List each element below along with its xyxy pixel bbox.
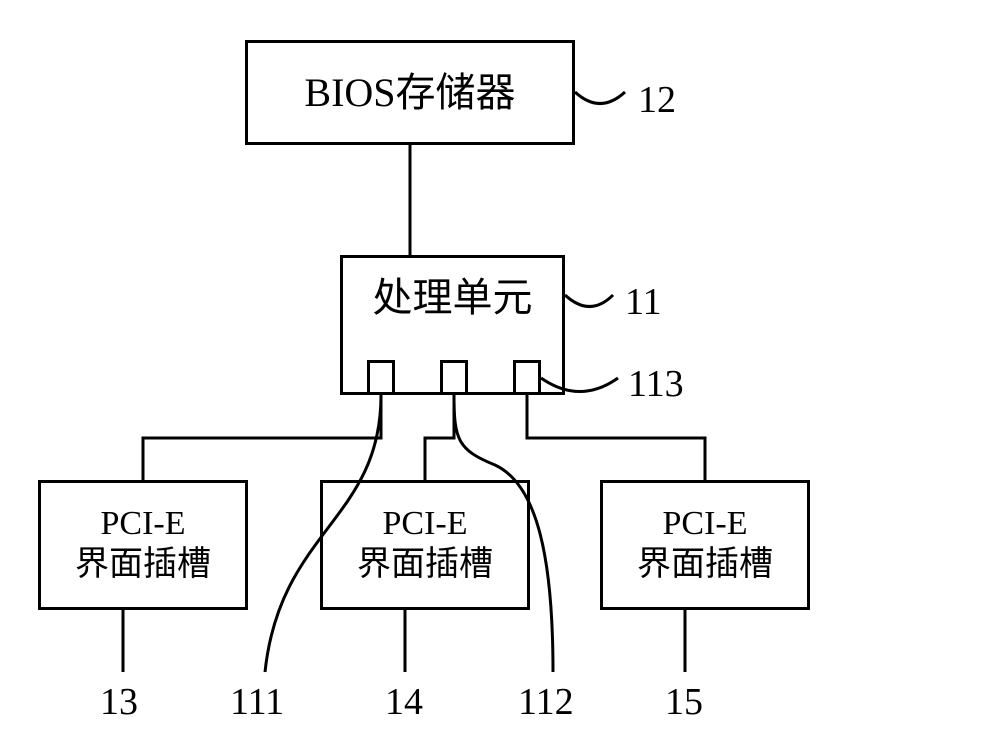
bios-memory-label: BIOS存储器 [304,69,515,117]
callout-111: 111 [230,680,284,724]
edge-p2-slot2 [425,395,454,480]
callout-112: 112 [518,680,574,724]
edge-p3-slot3 [527,395,705,480]
callout-14: 14 [385,680,423,724]
leader-12 [575,92,625,104]
port-3 [513,360,541,395]
pcie-slot-3-box: PCI-E 界面插槽 [600,480,810,610]
pcie-slot-1-box: PCI-E 界面插槽 [38,480,248,610]
port-2 [440,360,468,395]
diagram-canvas: BIOS存储器 处理单元 PCI-E 界面插槽 PCI-E 界面插槽 PCI-E… [0,0,1000,750]
callout-13: 13 [100,680,138,724]
callout-12: 12 [638,78,676,122]
port-1 [367,360,395,395]
callout-15: 15 [665,680,703,724]
pcie-slot-2-label: PCI-E 界面插槽 [357,504,493,586]
processing-unit-label: 处理单元 [373,274,533,322]
bios-memory-box: BIOS存储器 [245,40,575,145]
leader-11 [565,295,613,307]
callout-11: 11 [625,280,662,324]
edge-p1-slot1 [143,395,381,480]
callout-113: 113 [628,362,684,406]
pcie-slot-2-box: PCI-E 界面插槽 [320,480,530,610]
pcie-slot-1-label: PCI-E 界面插槽 [75,504,211,586]
pcie-slot-3-label: PCI-E 界面插槽 [637,504,773,586]
